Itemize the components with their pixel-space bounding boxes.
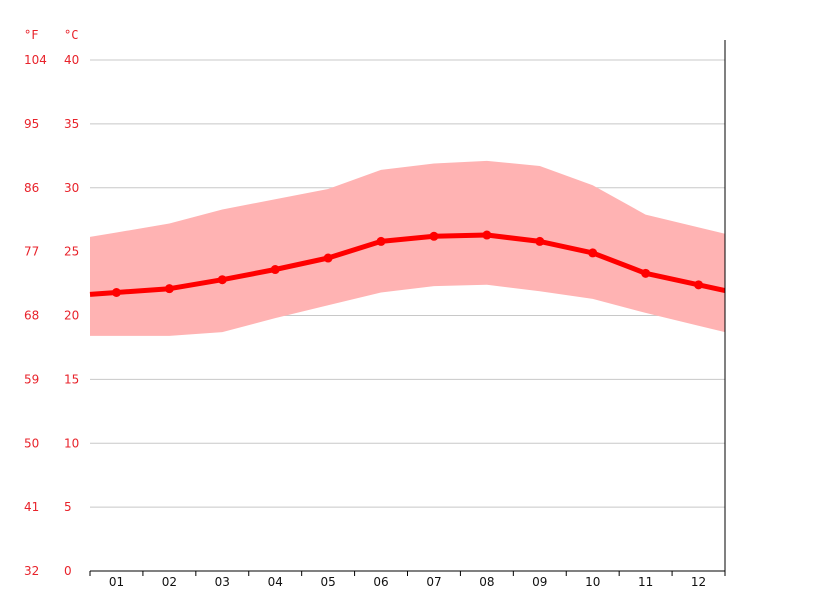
x-ticks-layer: 01 02 03 04 05 06 07 08 09 10 11 12 bbox=[89, 571, 726, 589]
x-tick-label: 10 bbox=[585, 575, 600, 589]
data-point bbox=[694, 280, 704, 290]
data-point bbox=[217, 275, 227, 285]
y-tick-label-f: 41 bbox=[24, 500, 39, 514]
x-tick-label: 07 bbox=[426, 575, 441, 589]
x-tick-label: 09 bbox=[532, 575, 547, 589]
y-tick-label-f: 50 bbox=[24, 436, 39, 450]
y-tick-label-f: 104 bbox=[24, 53, 47, 67]
y-tick-label-c: 10 bbox=[64, 436, 79, 450]
y-tick-label-c: 40 bbox=[64, 53, 79, 67]
data-points-layer bbox=[111, 230, 704, 298]
x-tick-label: 05 bbox=[320, 575, 335, 589]
data-point bbox=[164, 284, 174, 294]
x-tick-label: 08 bbox=[479, 575, 494, 589]
x-tick-label: 06 bbox=[373, 575, 388, 589]
data-point bbox=[641, 268, 651, 278]
x-tick-label: 03 bbox=[215, 575, 230, 589]
data-point bbox=[111, 288, 121, 298]
data-point bbox=[376, 236, 386, 246]
data-point bbox=[323, 253, 333, 263]
x-tick-label: 12 bbox=[691, 575, 706, 589]
mean-temperature-line bbox=[89, 232, 726, 297]
y-tick-label-c: 30 bbox=[64, 181, 79, 195]
y-tick-label-c: 20 bbox=[64, 309, 79, 323]
x-tick-label: 04 bbox=[268, 575, 283, 589]
y-tick-label-c: 25 bbox=[64, 245, 79, 259]
data-point bbox=[588, 248, 598, 258]
x-tick-label: 01 bbox=[109, 575, 124, 589]
y-tick-label-f: 32 bbox=[24, 564, 39, 578]
y-tick-label-f: 77 bbox=[24, 245, 39, 259]
fahrenheit-unit-label: °F bbox=[24, 28, 38, 42]
y-tick-label-c: 35 bbox=[64, 117, 79, 131]
y-tick-label-c: 0 bbox=[64, 564, 72, 578]
y-tick-label-f: 86 bbox=[24, 181, 39, 195]
y-tick-label-f: 59 bbox=[24, 372, 39, 386]
y-tick-label-c: 15 bbox=[64, 372, 79, 386]
y-labels-layer: 32 0 41 5 50 10 59 15 68 20 77 25 86 30 95 35 104 40 bbox=[24, 53, 79, 578]
y-tick-label-f: 68 bbox=[24, 309, 39, 323]
x-tick-label: 11 bbox=[638, 575, 653, 589]
y-tick-label-f: 95 bbox=[24, 117, 39, 131]
min-max-band bbox=[90, 160, 725, 336]
data-point bbox=[535, 236, 545, 246]
celsius-unit-label: °C bbox=[64, 28, 78, 42]
data-point bbox=[429, 231, 439, 241]
x-tick-label: 02 bbox=[162, 575, 177, 589]
data-point bbox=[482, 230, 492, 240]
data-point bbox=[270, 265, 280, 275]
y-tick-label-c: 5 bbox=[64, 500, 72, 514]
